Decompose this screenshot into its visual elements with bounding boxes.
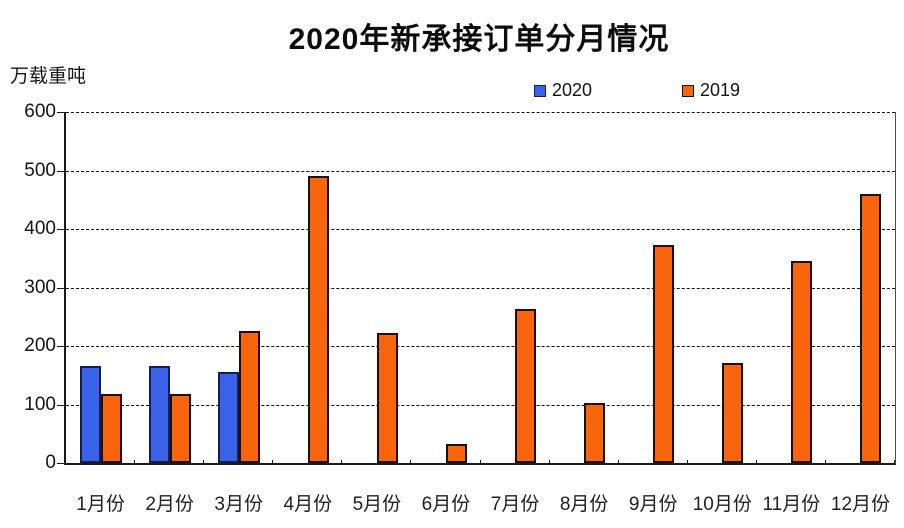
x-tick-mark-2: [203, 460, 205, 465]
bar-group-8月份: [550, 112, 619, 463]
x-tick-label-7月份: 7月份: [490, 494, 540, 515]
bar-2019-9月份: [653, 245, 675, 463]
gridline-400: [66, 229, 895, 230]
gridline-600: [66, 112, 895, 113]
x-tick-mark-4: [341, 460, 343, 465]
y-tick-label-100: 100: [24, 393, 56, 415]
legend-swatch-2020: [534, 84, 546, 97]
bar-group-3月份: [204, 112, 273, 463]
x-tick-label-12月份: 12月份: [830, 494, 891, 515]
x-tick-mark-6: [479, 460, 481, 465]
legend-item-2019: 2019: [682, 80, 740, 101]
y-axis-label: 万载重吨: [10, 66, 87, 87]
y-tick-mark-100: [57, 404, 64, 406]
bar-group-1月份: [66, 112, 135, 463]
x-tick-label-9月份: 9月份: [628, 494, 678, 515]
gridline-500: [66, 170, 895, 172]
y-tick-mark-200: [57, 346, 64, 347]
bar-group-9月份: [619, 112, 688, 463]
x-tick-label-1月份: 1月份: [76, 494, 125, 515]
x-tick-mark-11: [824, 460, 826, 465]
x-tick-mark-3: [272, 460, 274, 465]
y-tick-label-600: 600: [24, 101, 56, 122]
y-tick-label-500: 500: [24, 159, 56, 181]
bar-group-6月份: [411, 112, 480, 463]
legend-swatch-2019: [682, 84, 694, 97]
gridline-200: [66, 346, 895, 347]
bar-2019-4月份: [307, 176, 329, 463]
bar-2020-2月份: [148, 366, 170, 463]
y-tick-mark-400: [57, 229, 64, 230]
y-tick-label-200: 200: [24, 335, 56, 356]
x-tick-label-11月份: 11月份: [762, 494, 821, 515]
y-tick-mark-600: [57, 112, 64, 113]
bar-2019-6月份: [445, 444, 467, 463]
x-tick-mark-0: [65, 460, 66, 465]
y-tick-mark-300: [57, 287, 64, 289]
bar-2019-7月份: [515, 309, 537, 463]
x-tick-label-2月份: 2月份: [145, 494, 194, 515]
x-tick-label-3月份: 3月份: [214, 494, 263, 515]
x-tick-mark-1: [134, 460, 136, 465]
bar-group-10月份: [688, 112, 757, 463]
bar-2019-1月份: [100, 394, 122, 463]
x-tick-label-4月份: 4月份: [283, 494, 333, 515]
bar-2019-3月份: [238, 331, 260, 463]
bar-2019-11月份: [791, 261, 813, 463]
legend-label-2019: 2019: [700, 80, 741, 100]
chart-title: 2020年新承接订单分月情况: [288, 23, 670, 56]
y-tick-label-400: 400: [24, 218, 56, 239]
bar-group-11月份: [757, 112, 826, 463]
x-tick-label-10月份: 10月份: [692, 494, 752, 515]
bar-2019-10月份: [722, 363, 744, 463]
bar-group-12月份: [826, 112, 895, 463]
x-tick-label-8月份: 8月份: [559, 494, 609, 515]
y-tick-label-300: 300: [24, 276, 56, 298]
legend-label-2020: 2020: [552, 80, 593, 100]
x-tick-mark-10: [755, 460, 757, 465]
bar-2019-2月份: [169, 394, 191, 463]
legend-item-2020: 2020: [534, 80, 592, 101]
x-tick-mark-5: [410, 460, 412, 465]
gridline-300: [66, 287, 895, 289]
y-tick-mark-0: [57, 463, 64, 464]
bar-2019-12月份: [860, 194, 882, 463]
bar-group-5月份: [342, 112, 411, 463]
x-tick-label-5月份: 5月份: [352, 494, 402, 515]
x-tick-label-6月份: 6月份: [421, 494, 471, 515]
x-tick-mark-8: [617, 460, 619, 465]
y-tick-label-0: 0: [45, 452, 56, 473]
bar-group-4月份: [273, 112, 342, 463]
y-tick-mark-500: [57, 170, 64, 172]
gridline-100: [66, 404, 895, 406]
x-tick-mark-7: [548, 460, 550, 465]
bar-2019-5月份: [376, 333, 398, 463]
bar-group-2月份: [135, 112, 204, 463]
plot-area: [64, 112, 896, 465]
x-tick-mark-12: [894, 460, 895, 465]
x-tick-mark-9: [686, 460, 688, 465]
bar-group-7月份: [481, 112, 550, 463]
bar-2019-8月份: [584, 403, 606, 463]
bar-2020-1月份: [79, 366, 101, 463]
bar-2020-3月份: [217, 372, 239, 463]
